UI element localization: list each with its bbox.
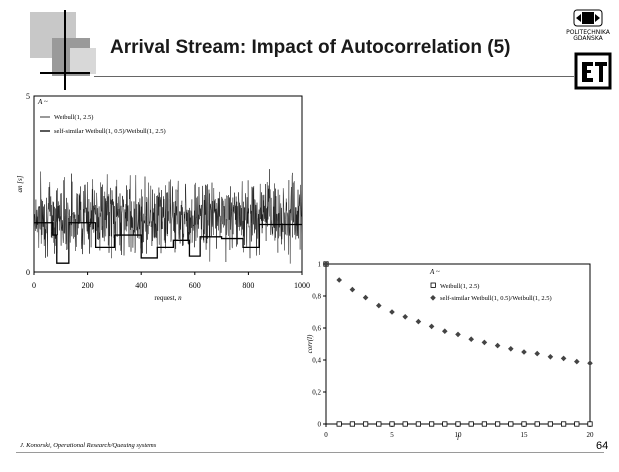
y-tick-label: 0: [318, 421, 322, 429]
y-tick-label: 0: [26, 268, 30, 277]
point-weibull: [336, 421, 342, 427]
point-weibull: [455, 421, 461, 427]
point-weibull: [428, 421, 435, 427]
point-weibull: [349, 421, 356, 427]
point-self-similar: [560, 355, 567, 362]
x-axis-label: l: [457, 434, 459, 442]
footer-text: J. Konorski, Operational Research/Queuin…: [20, 442, 157, 449]
point-weibull: [442, 421, 448, 427]
university-name-line2: GDAŃSKA: [573, 35, 603, 42]
point-weibull: [508, 421, 514, 427]
series-self-similar-line: [34, 222, 302, 264]
point-self-similar: [521, 349, 527, 355]
x-tick-label: 1000: [294, 281, 310, 290]
x-tick-label: 400: [135, 281, 147, 290]
legend-swatch-self-similar: [430, 295, 436, 301]
university-seal-icon: [573, 9, 603, 27]
x-tick-label: 0: [324, 431, 328, 439]
point-weibull: [481, 421, 488, 427]
point-self-similar: [336, 277, 342, 283]
point-weibull: [574, 421, 580, 427]
y-axis-label: corr(l): [306, 334, 314, 353]
plot-area-1: [33, 95, 303, 273]
point-weibull: [415, 421, 422, 427]
x-tick-label: 0: [32, 281, 36, 290]
decor-horizontal-line: [40, 72, 90, 74]
legend-heading: A ~: [37, 98, 48, 106]
point-weibull: [521, 421, 527, 427]
point-weibull: [402, 421, 408, 427]
legend-heading: A ~: [429, 268, 440, 276]
legend-label-self-similar: self-similar Weibull(1, 0.5)/Weibull(1, …: [440, 295, 552, 302]
slide-title: Arrival Stream: Impact of Autocorrelatio…: [110, 37, 511, 58]
point-weibull: [534, 421, 540, 427]
y-tick-label: 5: [26, 92, 30, 101]
eti-logo-icon: [574, 52, 612, 90]
university-name: POLITECHNIKA GDAŃSKA: [560, 30, 616, 42]
point-weibull: [468, 421, 474, 427]
point-self-similar: [494, 342, 501, 349]
y-tick-label: 0,4: [312, 357, 321, 365]
point-self-similar: [574, 358, 580, 365]
point-weibull: [587, 421, 593, 427]
point-self-similar: [428, 323, 435, 330]
point-self-similar: [442, 328, 448, 334]
y-tick-label: 0,6: [312, 325, 321, 333]
legend-label-self-similar: self-similar Weibull(1, 0.5)/Weibull(1, …: [54, 128, 166, 135]
x-tick-label: 600: [189, 281, 201, 290]
x-tick-label: 200: [82, 281, 94, 290]
x-tick-label: 15: [521, 431, 529, 439]
point-self-similar: [508, 346, 514, 352]
point-weibull: [362, 421, 369, 427]
plot-area-2: [325, 263, 591, 425]
university-name-line1: POLITECHNIKA: [566, 29, 610, 36]
point-self-similar: [587, 360, 593, 366]
point-weibull: [547, 421, 554, 427]
title-underline: [94, 76, 574, 77]
point-weibull: [389, 421, 395, 427]
x-tick-label: 800: [242, 281, 254, 290]
point-self-similar: [376, 302, 382, 309]
series-weibull-line: [33, 169, 302, 264]
point-weibull: [494, 421, 501, 427]
point-self-similar: [468, 336, 474, 342]
point-self-similar: [481, 339, 488, 346]
y-tick-label: 0,8: [312, 293, 321, 301]
point-self-similar: [389, 309, 395, 315]
decor-vertical-line: [64, 10, 66, 90]
point-self-similar: [415, 318, 422, 325]
footer-rule: [16, 452, 604, 453]
x-axis-label: request, n: [154, 294, 182, 302]
y-axis-label: an [s]: [16, 175, 24, 192]
legend-swatch-weibull: [430, 282, 436, 288]
point-self-similar: [547, 354, 554, 360]
legend-label-weibull: Weibull(1, 2.5): [54, 114, 93, 121]
point-self-similar: [534, 350, 540, 357]
x-tick-label: 20: [587, 431, 595, 439]
point-self-similar: [455, 331, 461, 338]
y-tick-label: 0,2: [312, 389, 321, 397]
point-self-similar: [362, 294, 369, 301]
x-tick-label: 10: [455, 431, 463, 439]
point-weibull: [376, 421, 382, 427]
x-tick-label: 5: [390, 431, 394, 439]
point-self-similar: [349, 286, 356, 293]
page-number: 64: [596, 440, 609, 452]
decor-square-small: [70, 48, 96, 74]
point-self-similar: [402, 314, 408, 320]
y-tick-label: 1: [318, 261, 322, 269]
point-self-similar: [323, 261, 329, 267]
legend-label-weibull: Weibull(1, 2.5): [440, 283, 479, 290]
point-weibull: [561, 421, 567, 427]
